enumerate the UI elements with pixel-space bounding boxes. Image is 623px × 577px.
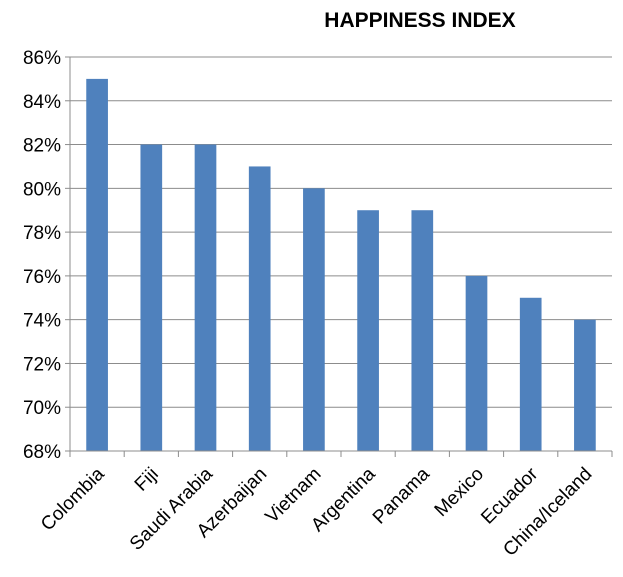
bar-argentina bbox=[357, 210, 379, 451]
y-tick-label: 78% bbox=[23, 223, 61, 244]
bars bbox=[86, 78, 596, 452]
y-tick-label: 68% bbox=[23, 442, 61, 463]
bar-mexico bbox=[465, 275, 488, 451]
y-tick-label: 72% bbox=[23, 354, 61, 375]
y-tick-labels: 68% 70% 72% 74% 76% 78% 80% 82% 84% 86% bbox=[23, 48, 61, 463]
y-tick-label: 84% bbox=[23, 92, 61, 113]
y-tick-label: 86% bbox=[23, 48, 61, 69]
bar-panama bbox=[411, 210, 434, 451]
bar-ecuador bbox=[519, 297, 542, 451]
x-tick-label: Fiji bbox=[131, 464, 163, 496]
y-tick-label: 76% bbox=[23, 267, 61, 288]
bar-china-iceland bbox=[574, 319, 596, 451]
chart-title: HAPPINESS INDEX bbox=[324, 9, 515, 32]
bar-azerbaijan bbox=[248, 166, 271, 451]
bar-saudi-arabia bbox=[194, 144, 217, 452]
axes bbox=[65, 56, 613, 457]
x-tick-label: Colombia bbox=[37, 463, 109, 535]
y-tick-label: 70% bbox=[23, 398, 61, 419]
y-tick-label: 74% bbox=[23, 311, 61, 332]
bar-vietnam bbox=[303, 188, 325, 452]
y-tick-label: 80% bbox=[23, 179, 61, 200]
y-tick-label: 82% bbox=[23, 136, 61, 157]
x-tick-label: Panama bbox=[369, 463, 434, 528]
bar-colombia bbox=[86, 78, 108, 451]
bar-fiji bbox=[140, 144, 163, 452]
